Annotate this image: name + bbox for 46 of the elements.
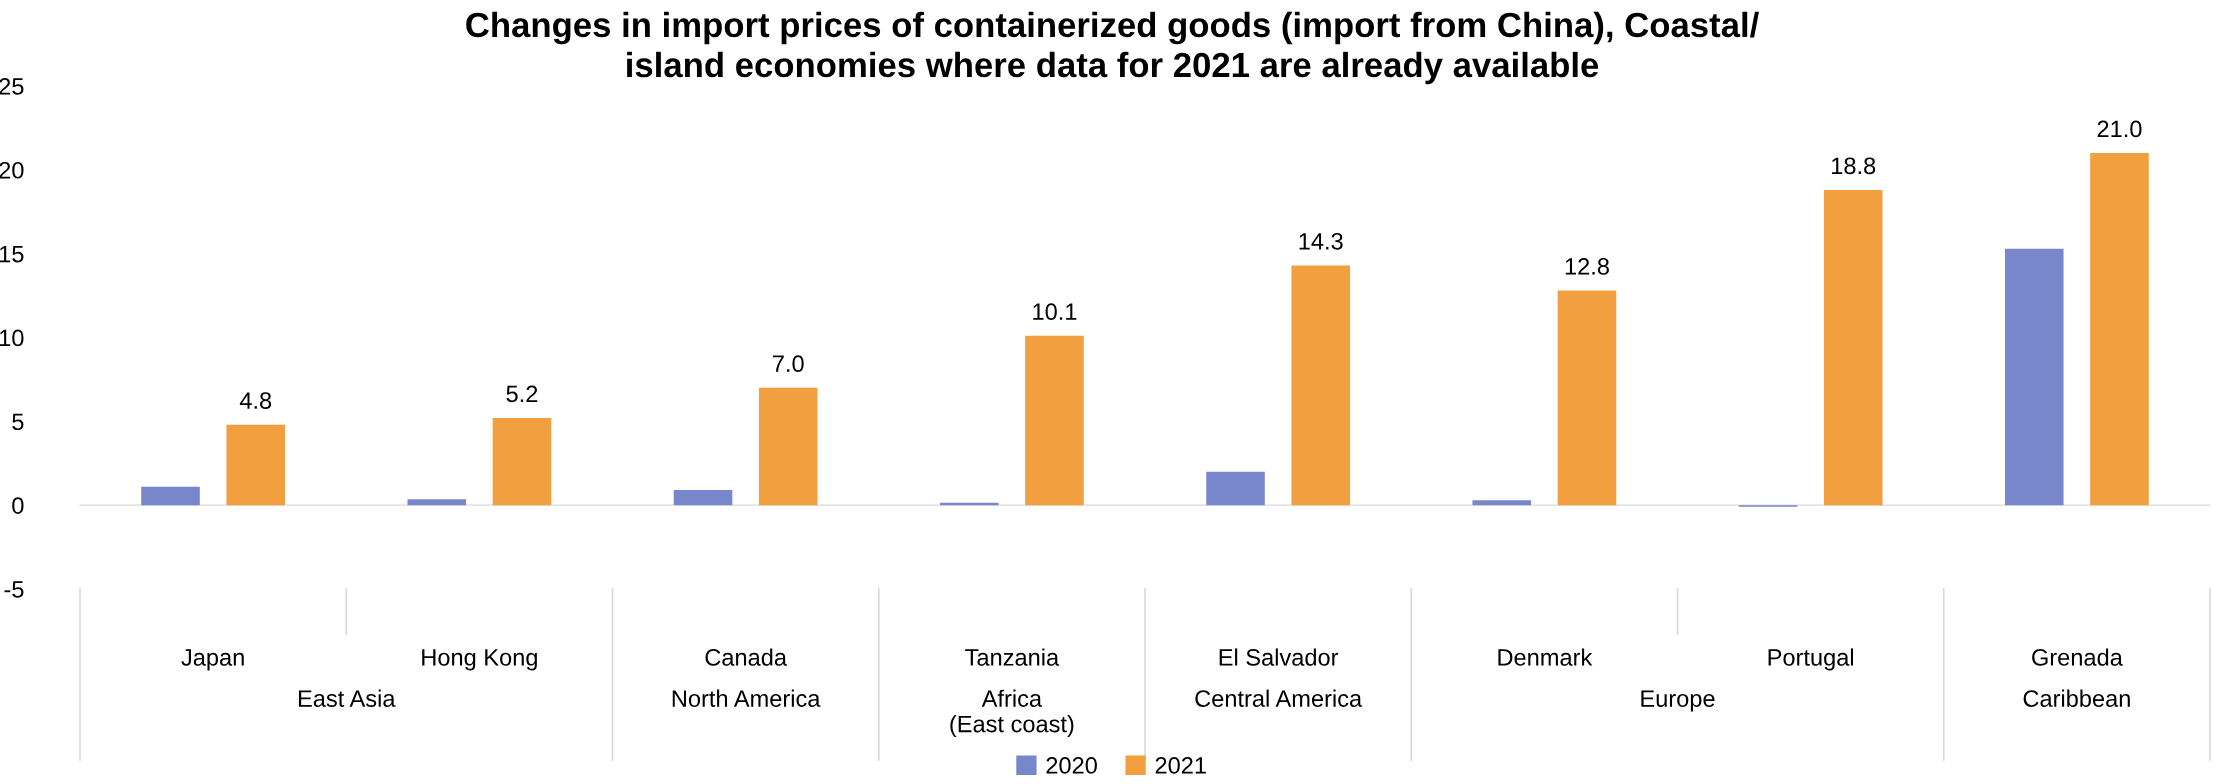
x-tick-label: Japan xyxy=(181,649,244,671)
y-tick-label: -5 xyxy=(4,581,24,598)
y-tick-label: 15 xyxy=(0,245,24,263)
data-label: 7.0 xyxy=(773,355,804,373)
bar xyxy=(226,424,286,506)
bar xyxy=(1823,189,1883,506)
data-label: 10.1 xyxy=(1033,303,1077,321)
y-tick-label: 20 xyxy=(0,161,24,179)
bar xyxy=(1206,471,1265,506)
legend-label: 2020 xyxy=(1046,757,1097,774)
x-tick-label: Tanzania xyxy=(965,648,1060,666)
chart-title: Changes in import prices of containerized goods (import from China), Coastal/ island economies where data for 2021 are already available xyxy=(466,11,1759,85)
bar xyxy=(673,490,733,506)
data-label: 14.3 xyxy=(1299,232,1343,250)
bar xyxy=(1025,335,1084,506)
bar xyxy=(758,387,818,506)
y-tick-label: 10 xyxy=(0,329,24,347)
x-tick-label: Canada xyxy=(705,648,787,666)
data-label: 12.8 xyxy=(1565,258,1609,275)
text: Central America xyxy=(1195,689,1363,707)
legend-label: 2021 xyxy=(1155,757,1206,774)
text: Africa (East coast) xyxy=(950,689,1074,738)
y-tick-label: 25 xyxy=(0,78,24,95)
bar xyxy=(2090,153,2149,506)
data-label: 5.2 xyxy=(506,385,538,403)
bar xyxy=(1472,500,1532,506)
x-tick-label: Hong Kong xyxy=(422,649,537,671)
bar xyxy=(407,499,467,506)
y-tick-label: 5 xyxy=(12,413,24,431)
data-label: 21.0 xyxy=(2097,120,2142,138)
bar xyxy=(2004,248,2064,506)
x-tick-label: Denmark xyxy=(1498,648,1593,666)
bar xyxy=(141,486,200,506)
x-tick-label: El Salvador xyxy=(1219,648,1339,666)
x-tick-label: Grenada xyxy=(2032,648,2123,666)
data-label: 18.8 xyxy=(1832,157,1876,175)
bar xyxy=(492,417,552,506)
text: East Asia xyxy=(298,689,396,707)
data-label: 4.8 xyxy=(239,392,272,409)
text: Caribbean xyxy=(2023,689,2130,707)
x-tick-label: Portugal xyxy=(1768,648,1854,671)
text: North America xyxy=(672,689,821,707)
text: Europe xyxy=(1641,690,1715,712)
bar xyxy=(1291,265,1351,506)
y-tick-label: 0 xyxy=(12,497,24,514)
bar xyxy=(1557,290,1617,506)
